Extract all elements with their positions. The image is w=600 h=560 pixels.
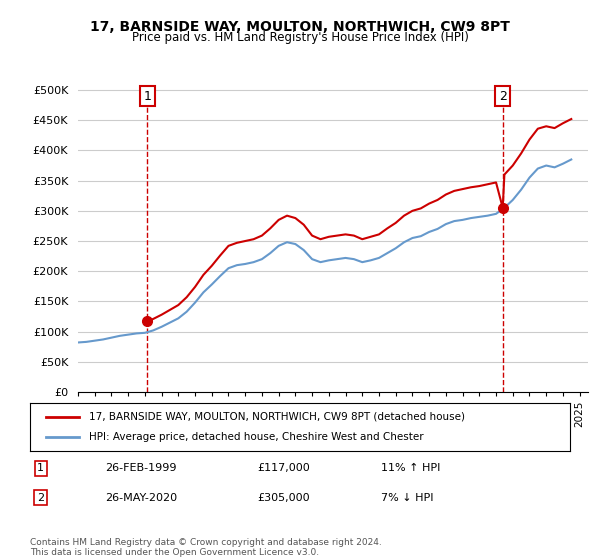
Text: £305,000: £305,000 [257,493,310,503]
Text: 2: 2 [499,90,506,102]
Text: HPI: Average price, detached house, Cheshire West and Chester: HPI: Average price, detached house, Ches… [89,432,424,442]
Text: 26-MAY-2020: 26-MAY-2020 [106,493,178,503]
Text: Price paid vs. HM Land Registry's House Price Index (HPI): Price paid vs. HM Land Registry's House … [131,31,469,44]
Text: 2: 2 [37,493,44,503]
Text: 17, BARNSIDE WAY, MOULTON, NORTHWICH, CW9 8PT: 17, BARNSIDE WAY, MOULTON, NORTHWICH, CW… [90,20,510,34]
Text: 1: 1 [143,90,151,102]
Text: £117,000: £117,000 [257,463,310,473]
Text: 17, BARNSIDE WAY, MOULTON, NORTHWICH, CW9 8PT (detached house): 17, BARNSIDE WAY, MOULTON, NORTHWICH, CW… [89,412,466,422]
Text: 26-FEB-1999: 26-FEB-1999 [106,463,177,473]
Text: Contains HM Land Registry data © Crown copyright and database right 2024.
This d: Contains HM Land Registry data © Crown c… [30,538,382,557]
Text: 11% ↑ HPI: 11% ↑ HPI [381,463,440,473]
Text: 7% ↓ HPI: 7% ↓ HPI [381,493,433,503]
Text: 1: 1 [37,463,44,473]
